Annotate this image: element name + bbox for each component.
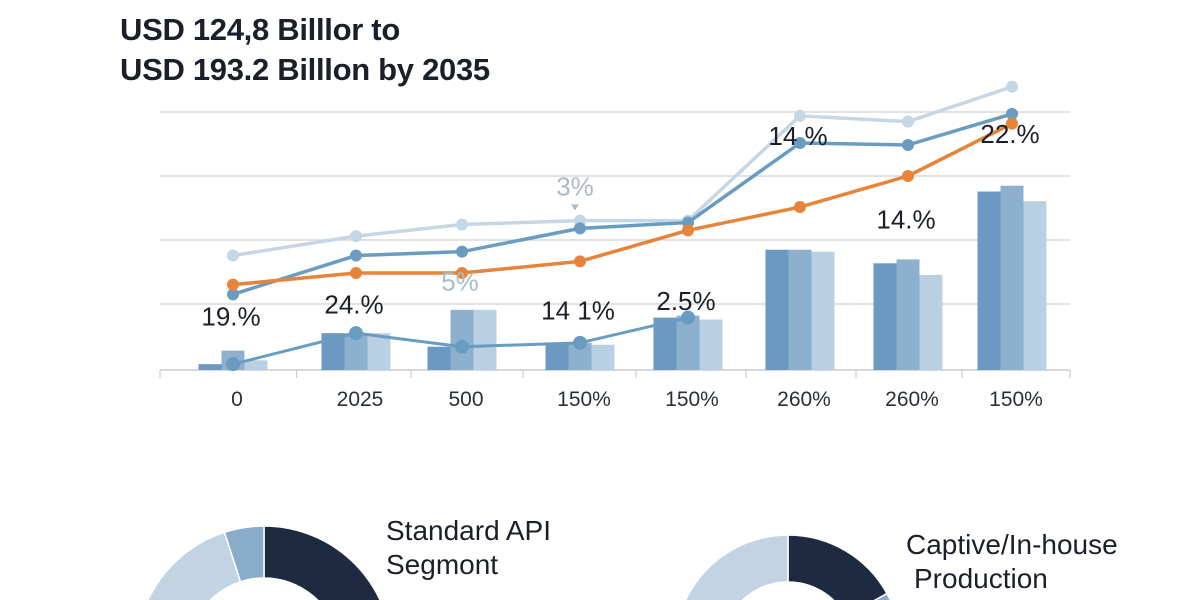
bar-bar-series-2-4 [676,315,700,370]
point-line-light-1 [350,230,362,243]
point-line-lower-0 [226,357,240,372]
point-line-orange-7 [1006,117,1018,130]
bar-data-label: 5% [441,266,479,296]
point-line-light-7 [1006,80,1018,93]
point-line-orange-6 [902,170,914,182]
point-line-orange-0 [227,278,239,291]
bar-bar-series-3-0 [244,360,268,370]
bar-bar-series-3-4 [699,319,723,370]
x-tick-label: 150% [989,388,1043,411]
point-line-mid-7 [1006,107,1018,120]
donut-1-slice-navy [263,525,381,600]
annotation-label: 3% [556,171,594,201]
annotation-triangle-down-icon [571,204,579,211]
bar-bar-series-1-4 [653,317,677,370]
bar-data-label: 14.% [876,204,935,234]
bar-bar-series-2-5 [788,249,812,370]
bar-data-label: 19.% [201,301,260,331]
point-line-lower-4 [681,310,695,325]
point-line-lower-3 [573,335,587,350]
point-line-mid-6 [902,138,914,151]
x-tick-label: 0 [231,388,243,411]
title-line-1: USD 124,8 Billlor to [120,12,400,47]
point-line-mid-2 [456,245,468,258]
point-line-orange-2 [456,267,468,279]
bar-bar-series-3-6 [919,274,943,370]
title-line-2: USD 193.2 Billlon by 2035 [120,52,490,87]
bar-data-label: 2.5% [656,286,715,316]
x-tick-label: 150% [557,388,611,411]
point-line-orange-5 [794,201,806,214]
bar-bar-series-1-2 [427,346,451,370]
bar-bar-series-2-7 [1000,185,1024,370]
bar-bar-series-1-7 [977,191,1001,370]
bar-bar-series-3-5 [811,251,835,370]
bar-bar-series-2-3 [568,342,592,370]
series-line-line-mid [232,112,1013,297]
x-tick-label: 500 [448,388,483,411]
bar-bar-series-3-1 [367,333,391,370]
x-tick-label: 260% [777,388,831,411]
donut-1-slice-light [147,531,242,600]
series-line-line-light [232,85,1013,258]
donut-1-title-line-1: Standard API [386,515,552,546]
donut-2-slice-light [684,534,789,600]
chart-title: USD 124,8 Billlor to USD 193.2 Billlon b… [120,10,490,90]
donut-1-slice-mid [223,525,265,583]
donut-2-title: Captive/In-house Production [906,528,1118,596]
point-line-orange-4 [682,224,694,237]
bar-bar-series-1-1 [321,333,345,370]
point-line-mid-0 [227,288,239,301]
point-line-mid-3 [574,222,586,235]
bar-bar-series-3-3 [591,344,615,370]
point-line-light-6 [902,115,914,128]
bar-data-label: 22.% [980,119,1039,149]
donut-2-slice-navy [787,534,889,600]
point-line-light-2 [456,218,468,231]
x-tick-label: 260% [885,388,939,411]
point-line-light-5 [794,109,806,122]
bar-bar-series-1-3 [545,342,569,370]
bar-bar-series-3-2 [473,309,497,370]
donut-2-title-line-2: Production [914,563,1048,594]
bar-bar-series-1-6 [873,263,897,370]
bar-bar-series-1-0 [198,364,222,370]
point-line-orange-3 [574,255,586,268]
point-line-mid-1 [350,249,362,262]
point-line-lower-2 [455,339,469,354]
bar-bar-series-1-5 [765,249,789,370]
point-line-mid-5 [794,137,806,150]
series-line-line-orange [232,122,1013,287]
bar-bar-series-2-6 [896,259,920,370]
x-tick-label: 150% [665,388,719,411]
bar-data-label: 14 % [768,121,827,151]
donut-2-slice-mid [873,592,892,600]
bar-data-label: 14 1% [541,296,615,326]
point-line-light-0 [227,249,239,262]
bar-bar-series-2-1 [344,333,368,370]
point-line-lower-1 [349,326,363,341]
x-tick-label: 2025 [337,388,384,411]
donut-2-title-line-1: Captive/In-house [906,529,1118,560]
donut-1-title: Standard API Segmont [386,514,551,582]
point-line-orange-1 [350,267,362,279]
bar-bar-series-3-7 [1023,201,1047,370]
bar-data-label: 24.% [324,290,383,320]
donut-1-title-line-2: Segmont [386,549,499,580]
